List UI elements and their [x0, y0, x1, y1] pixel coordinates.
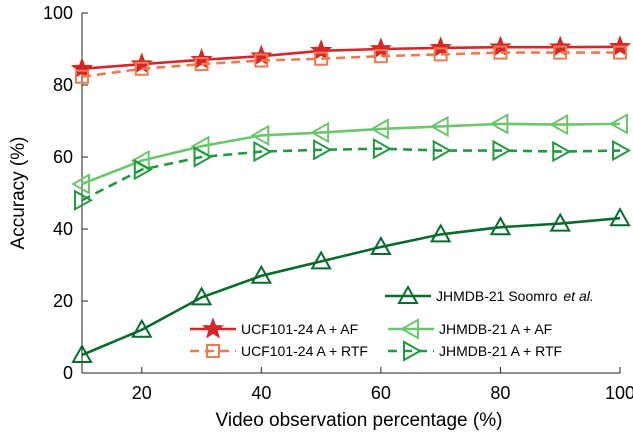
- x-tick-label: 20: [132, 383, 152, 403]
- data-point: [369, 37, 393, 59]
- y-tick-label: 60: [53, 147, 73, 167]
- data-point: [193, 146, 213, 168]
- series-line: [81, 51, 620, 79]
- data-point: [310, 121, 330, 144]
- data-point: [429, 36, 452, 58]
- series-4: [74, 138, 632, 211]
- data-point: [133, 158, 153, 181]
- data-point: [433, 47, 448, 62]
- data-point: [612, 139, 632, 162]
- legend: JHMDB-21 Soomro et al. UCF101-24 A + AF JHM…: [190, 284, 594, 362]
- data-point: [75, 69, 89, 84]
- x-axis-label: Video observation percentage (%): [216, 410, 503, 431]
- data-point: [194, 57, 209, 72]
- data-point: [372, 138, 392, 160]
- y-tick-label: 100: [43, 3, 73, 23]
- series-line: [81, 147, 621, 202]
- legend-label: UCF101-24 A + AF: [241, 321, 358, 337]
- data-point: [70, 173, 90, 195]
- data-point: [373, 49, 388, 64]
- data-point: [313, 139, 333, 161]
- data-point: [489, 113, 509, 135]
- data-point: [190, 286, 213, 306]
- series-line: [81, 45, 621, 71]
- legend-entry: JHMDB-21 Soomro et al.: [385, 284, 594, 304]
- data-point: [613, 45, 627, 60]
- legend-label: JHMDB-21 Soomro et al.: [436, 288, 594, 304]
- data-point: [429, 115, 449, 138]
- series-2: [75, 45, 627, 84]
- data-point: [71, 343, 93, 363]
- data-point: [253, 140, 273, 163]
- y-axis-label: Accuracy (%): [8, 137, 29, 250]
- legend-entry: UCF101-24 A + AF: [190, 317, 358, 339]
- data-point: [250, 264, 273, 284]
- legend-marker: [206, 344, 220, 358]
- data-point: [74, 189, 94, 211]
- data-point: [552, 140, 572, 163]
- y-tick-label: 40: [53, 219, 73, 239]
- legend-entry: UCF101-24 A + RTF: [190, 343, 368, 359]
- data-point: [429, 223, 452, 243]
- data-point: [549, 212, 571, 232]
- data-point: [432, 139, 452, 162]
- legend-entry: JHMDB-21 A + RTF: [388, 340, 562, 362]
- data-point: [254, 53, 269, 68]
- series-5: [71, 207, 631, 363]
- series-1: [70, 35, 632, 79]
- legend-label: UCF101-24 A + RTF: [241, 343, 368, 359]
- data-point: [370, 235, 392, 255]
- data-point: [608, 113, 628, 135]
- data-point: [310, 250, 332, 270]
- data-point: [553, 45, 568, 60]
- legend-label: JHMDB-21 A + AF: [439, 321, 552, 337]
- legend-entry: JHMDB-21 A + AF: [388, 318, 552, 340]
- legend-marker: [399, 318, 419, 340]
- series-3: [70, 113, 628, 195]
- data-point: [314, 51, 329, 66]
- data-point: [549, 113, 569, 136]
- x-tick-label: 40: [251, 383, 271, 403]
- y-tick-label: 80: [53, 75, 73, 95]
- series-line: [81, 122, 621, 186]
- series-layer: [70, 35, 632, 363]
- data-point: [70, 57, 94, 79]
- legend-marker: [403, 340, 423, 362]
- data-point: [369, 118, 389, 140]
- axes: 0 20 40 60 80 100 20 40 60 80 100: [43, 3, 633, 403]
- data-point: [309, 39, 333, 61]
- data-point: [492, 139, 512, 162]
- data-point: [609, 207, 631, 227]
- x-tick-label: 100: [605, 383, 633, 403]
- x-tick-label: 80: [490, 383, 510, 403]
- y-tick-label: 20: [53, 291, 73, 311]
- data-point: [134, 61, 149, 76]
- legend-label: JHMDB-21 A + RTF: [439, 343, 562, 359]
- x-tick-label: 60: [371, 383, 391, 403]
- data-point: [131, 318, 153, 338]
- y-tick-label: 0: [63, 363, 73, 383]
- data-point: [250, 124, 270, 147]
- legend-marker: [397, 284, 419, 304]
- series-line: [81, 216, 621, 357]
- legend-marker: [201, 317, 225, 339]
- data-point: [493, 45, 508, 60]
- data-point: [489, 216, 512, 236]
